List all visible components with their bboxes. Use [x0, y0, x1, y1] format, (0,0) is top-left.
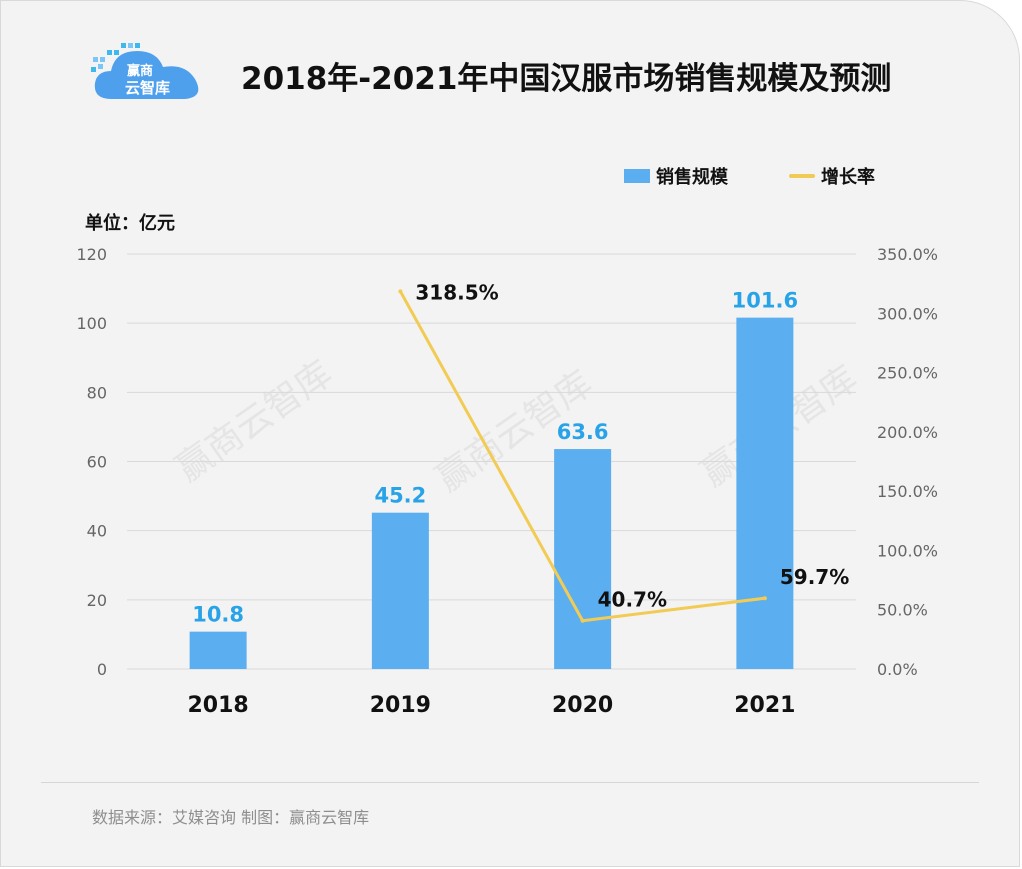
y-tick-label: 40 — [87, 522, 107, 541]
y2-tick-label: 350.0% — [877, 245, 938, 264]
y-tick-label: 0 — [97, 660, 107, 679]
y2-tick-label: 0.0% — [877, 660, 918, 679]
line-series: 318.5% 40.7% 59.7% — [398, 280, 849, 623]
y2-tick-label: 250.0% — [877, 364, 938, 383]
legend-item-line: 增长率 — [789, 163, 875, 189]
y2-tick-label: 150.0% — [877, 482, 938, 501]
bar-2018 — [189, 631, 247, 669]
line-value-label: 40.7% — [598, 588, 667, 612]
y-axis-left: 0 20 40 60 80 100 120 — [76, 245, 107, 679]
y-tick-label: 60 — [87, 453, 107, 472]
y-axis-right: 0.0% 50.0% 100.0% 150.0% 200.0% 250.0% 300.0% 3… — [877, 245, 938, 679]
legend-line-label: 增长率 — [821, 167, 875, 188]
legend-bar-label: 销售规模 — [656, 167, 728, 188]
bar-value-label: 101.6 — [732, 289, 798, 313]
y2-tick-label: 200.0% — [877, 423, 938, 442]
line-value-label: 59.7% — [780, 565, 849, 589]
y2-tick-label: 50.0% — [877, 601, 928, 620]
x-tick-label: 2018 — [188, 693, 249, 718]
x-tick-label: 2021 — [734, 693, 795, 718]
svg-text:云智库: 云智库 — [125, 79, 170, 97]
line-point-2021 — [762, 596, 767, 601]
y-tick-label: 20 — [87, 591, 107, 610]
y2-tick-label: 300.0% — [877, 304, 938, 323]
bar-value-label: 10.8 — [192, 603, 244, 627]
footer-divider — [41, 782, 979, 783]
y-tick-label: 120 — [76, 245, 107, 264]
y-tick-label: 100 — [76, 314, 107, 333]
watermark-text: 赢商云智库 — [169, 353, 340, 490]
bar-2021 — [736, 317, 794, 669]
x-axis: 2018 2019 2020 2021 — [188, 693, 796, 718]
brand-logo: 赢商 云智库 — [91, 43, 199, 99]
chart-title: 2018年-2021年中国汉服市场销售规模及预测 — [241, 61, 892, 97]
bar-value-label: 63.6 — [557, 420, 609, 444]
legend-bar-swatch — [624, 169, 650, 183]
x-tick-label: 2019 — [370, 693, 431, 718]
line-point-2020 — [580, 618, 585, 623]
x-tick-label: 2020 — [552, 693, 613, 718]
y-tick-label: 80 — [87, 383, 107, 402]
bar-value-label: 45.2 — [374, 484, 426, 508]
y-axis-unit-label: 单位：亿元 — [85, 213, 175, 234]
line-value-label: 318.5% — [415, 280, 498, 304]
footer-source: 数据来源：艾媒咨询 制图：赢商云智库 — [92, 808, 370, 827]
bar-series: 10.8 45.2 63.6 101.6 — [189, 289, 798, 669]
logo-text: 赢商 — [127, 63, 153, 79]
legend-line-swatch — [789, 174, 815, 178]
bar-2019 — [371, 512, 429, 669]
y2-tick-label: 100.0% — [877, 541, 938, 560]
bar-2020 — [554, 449, 612, 669]
legend-item-bar: 销售规模 — [624, 163, 728, 189]
gridlines — [127, 253, 856, 670]
line-point-2019 — [398, 289, 403, 294]
